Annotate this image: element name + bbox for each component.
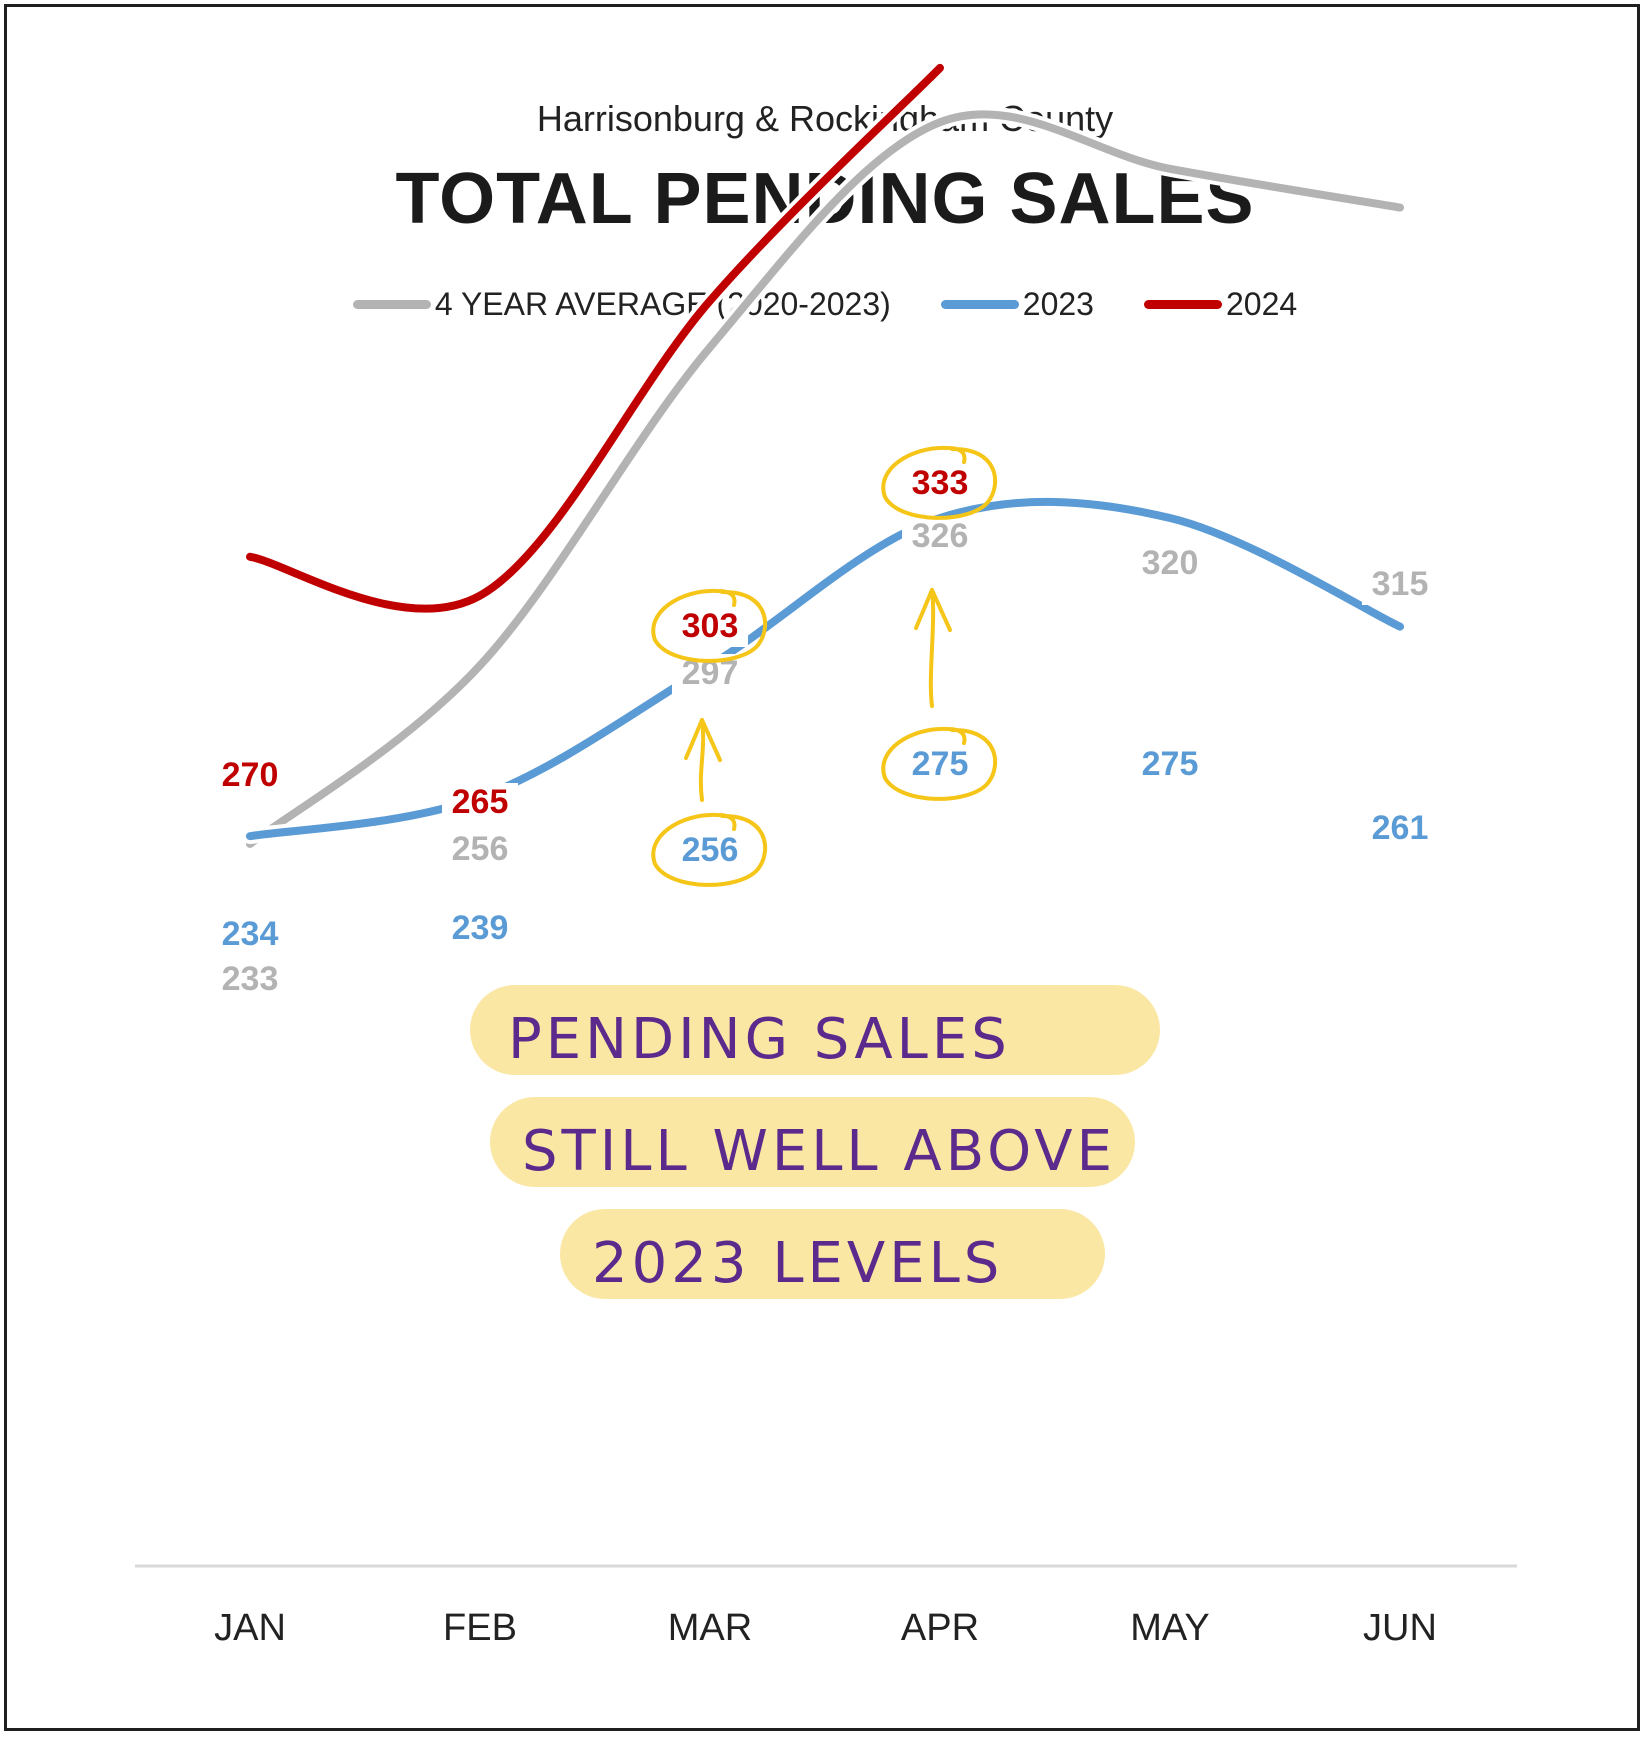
x-tick-apr: APR: [901, 1607, 979, 1649]
x-tick-jun: JUN: [1363, 1607, 1437, 1649]
x-tick-jan: JAN: [214, 1607, 286, 1649]
data-label-bg: [442, 909, 518, 949]
data-label-2024-APR: 333: [912, 464, 969, 502]
series-line-2023: [246, 497, 1404, 841]
x-tick-may: MAY: [1130, 1607, 1210, 1649]
legend-item-avg: 4 YEAR AVERAGE (2020-2023): [352, 286, 891, 323]
data-label-bg: [212, 960, 288, 1000]
arrow-shaft: [928, 588, 936, 708]
series-lines: [242, 59, 1408, 852]
legend-swatch-avg: [352, 300, 431, 309]
series-line-halo: [242, 59, 948, 617]
data-label-2024-JAN: 270: [222, 756, 279, 794]
data-label-2023-APR: 275: [912, 745, 969, 783]
data-label-avg-JUN: 315: [1372, 565, 1429, 603]
arrow-head: [914, 588, 952, 632]
highlight-circle: [881, 445, 997, 520]
data-label-bg: [442, 830, 518, 870]
legend-item-2024: 2024: [1143, 286, 1298, 323]
data-label-bg: [1132, 745, 1208, 785]
series-line-avg: [246, 110, 1404, 848]
annotation-line-2: STILL WELL ABOVE: [522, 1119, 1116, 1184]
highlight-circle: [651, 588, 767, 663]
data-label-bg: [212, 756, 288, 796]
arrow-head: [684, 718, 722, 762]
data-label-2024-MAR: 303: [682, 607, 739, 645]
annotation-highlight-band: [490, 1097, 1135, 1187]
data-label-2023-MAY: 275: [1142, 745, 1199, 783]
annotation-line-3: 2023 LEVELS: [592, 1231, 1003, 1296]
data-label-2024-FEB: 265: [452, 783, 509, 821]
data-label-bg: [902, 464, 978, 504]
legend-label-avg: 4 YEAR AVERAGE (2020-2023): [434, 286, 891, 322]
arrow-shaft: [698, 718, 706, 802]
data-label-bg: [1362, 809, 1438, 849]
data-label-avg-JAN: 233: [222, 960, 279, 998]
legend-swatch-2024: [1143, 300, 1222, 309]
data-label-bg: [902, 745, 978, 785]
data-label-bg: [442, 783, 518, 823]
legend: 4 YEAR AVERAGE (2020-2023) 2023 2024: [0, 286, 1650, 323]
data-label-bg: [1132, 544, 1208, 584]
annotation-highlight: [470, 985, 1160, 1299]
data-label-bg: [212, 915, 288, 955]
x-tick-feb: FEB: [443, 1607, 517, 1649]
x-axis-ticks: JAN FEB MAR APR MAY JUN: [214, 1607, 1437, 1649]
series-line-2024: [246, 63, 944, 613]
annotation-highlight-band: [470, 985, 1160, 1075]
chart-frame: [4, 4, 1640, 1731]
data-label-avg-FEB: 256: [452, 830, 509, 868]
annotation-line-1: PENDING SALES: [508, 1007, 1011, 1072]
data-label-avg-APR: 326: [912, 517, 969, 555]
annotation-layer: PENDING SALES STILL WELL ABOVE 2023 LEVE…: [470, 985, 1160, 1299]
highlight-marks: [651, 445, 997, 887]
data-label-bg: [672, 607, 748, 647]
series-line-halo: [242, 493, 1408, 845]
series-line-halo: [242, 106, 1408, 852]
legend-swatch-2023: [940, 300, 1019, 309]
data-label-2023-MAR: 256: [682, 831, 739, 869]
legend-label-2024: 2024: [1225, 286, 1298, 322]
x-tick-mar: MAR: [668, 1607, 752, 1649]
data-label-avg-MAY: 320: [1142, 544, 1199, 582]
legend-label-2023: 2023: [1022, 286, 1094, 322]
data-label-bg: [1362, 565, 1438, 605]
legend-item-2023: 2023: [940, 286, 1094, 323]
data-label-2023-JAN: 234: [222, 915, 279, 953]
annotation-highlight-band: [560, 1209, 1105, 1299]
highlight-circle: [881, 726, 997, 801]
data-label-bg: [902, 517, 978, 557]
data-label-bg: [672, 831, 748, 871]
data-label-2023-JUN: 261: [1372, 809, 1429, 847]
data-label-2023-FEB: 239: [452, 909, 509, 947]
highlight-circle: [651, 812, 767, 887]
